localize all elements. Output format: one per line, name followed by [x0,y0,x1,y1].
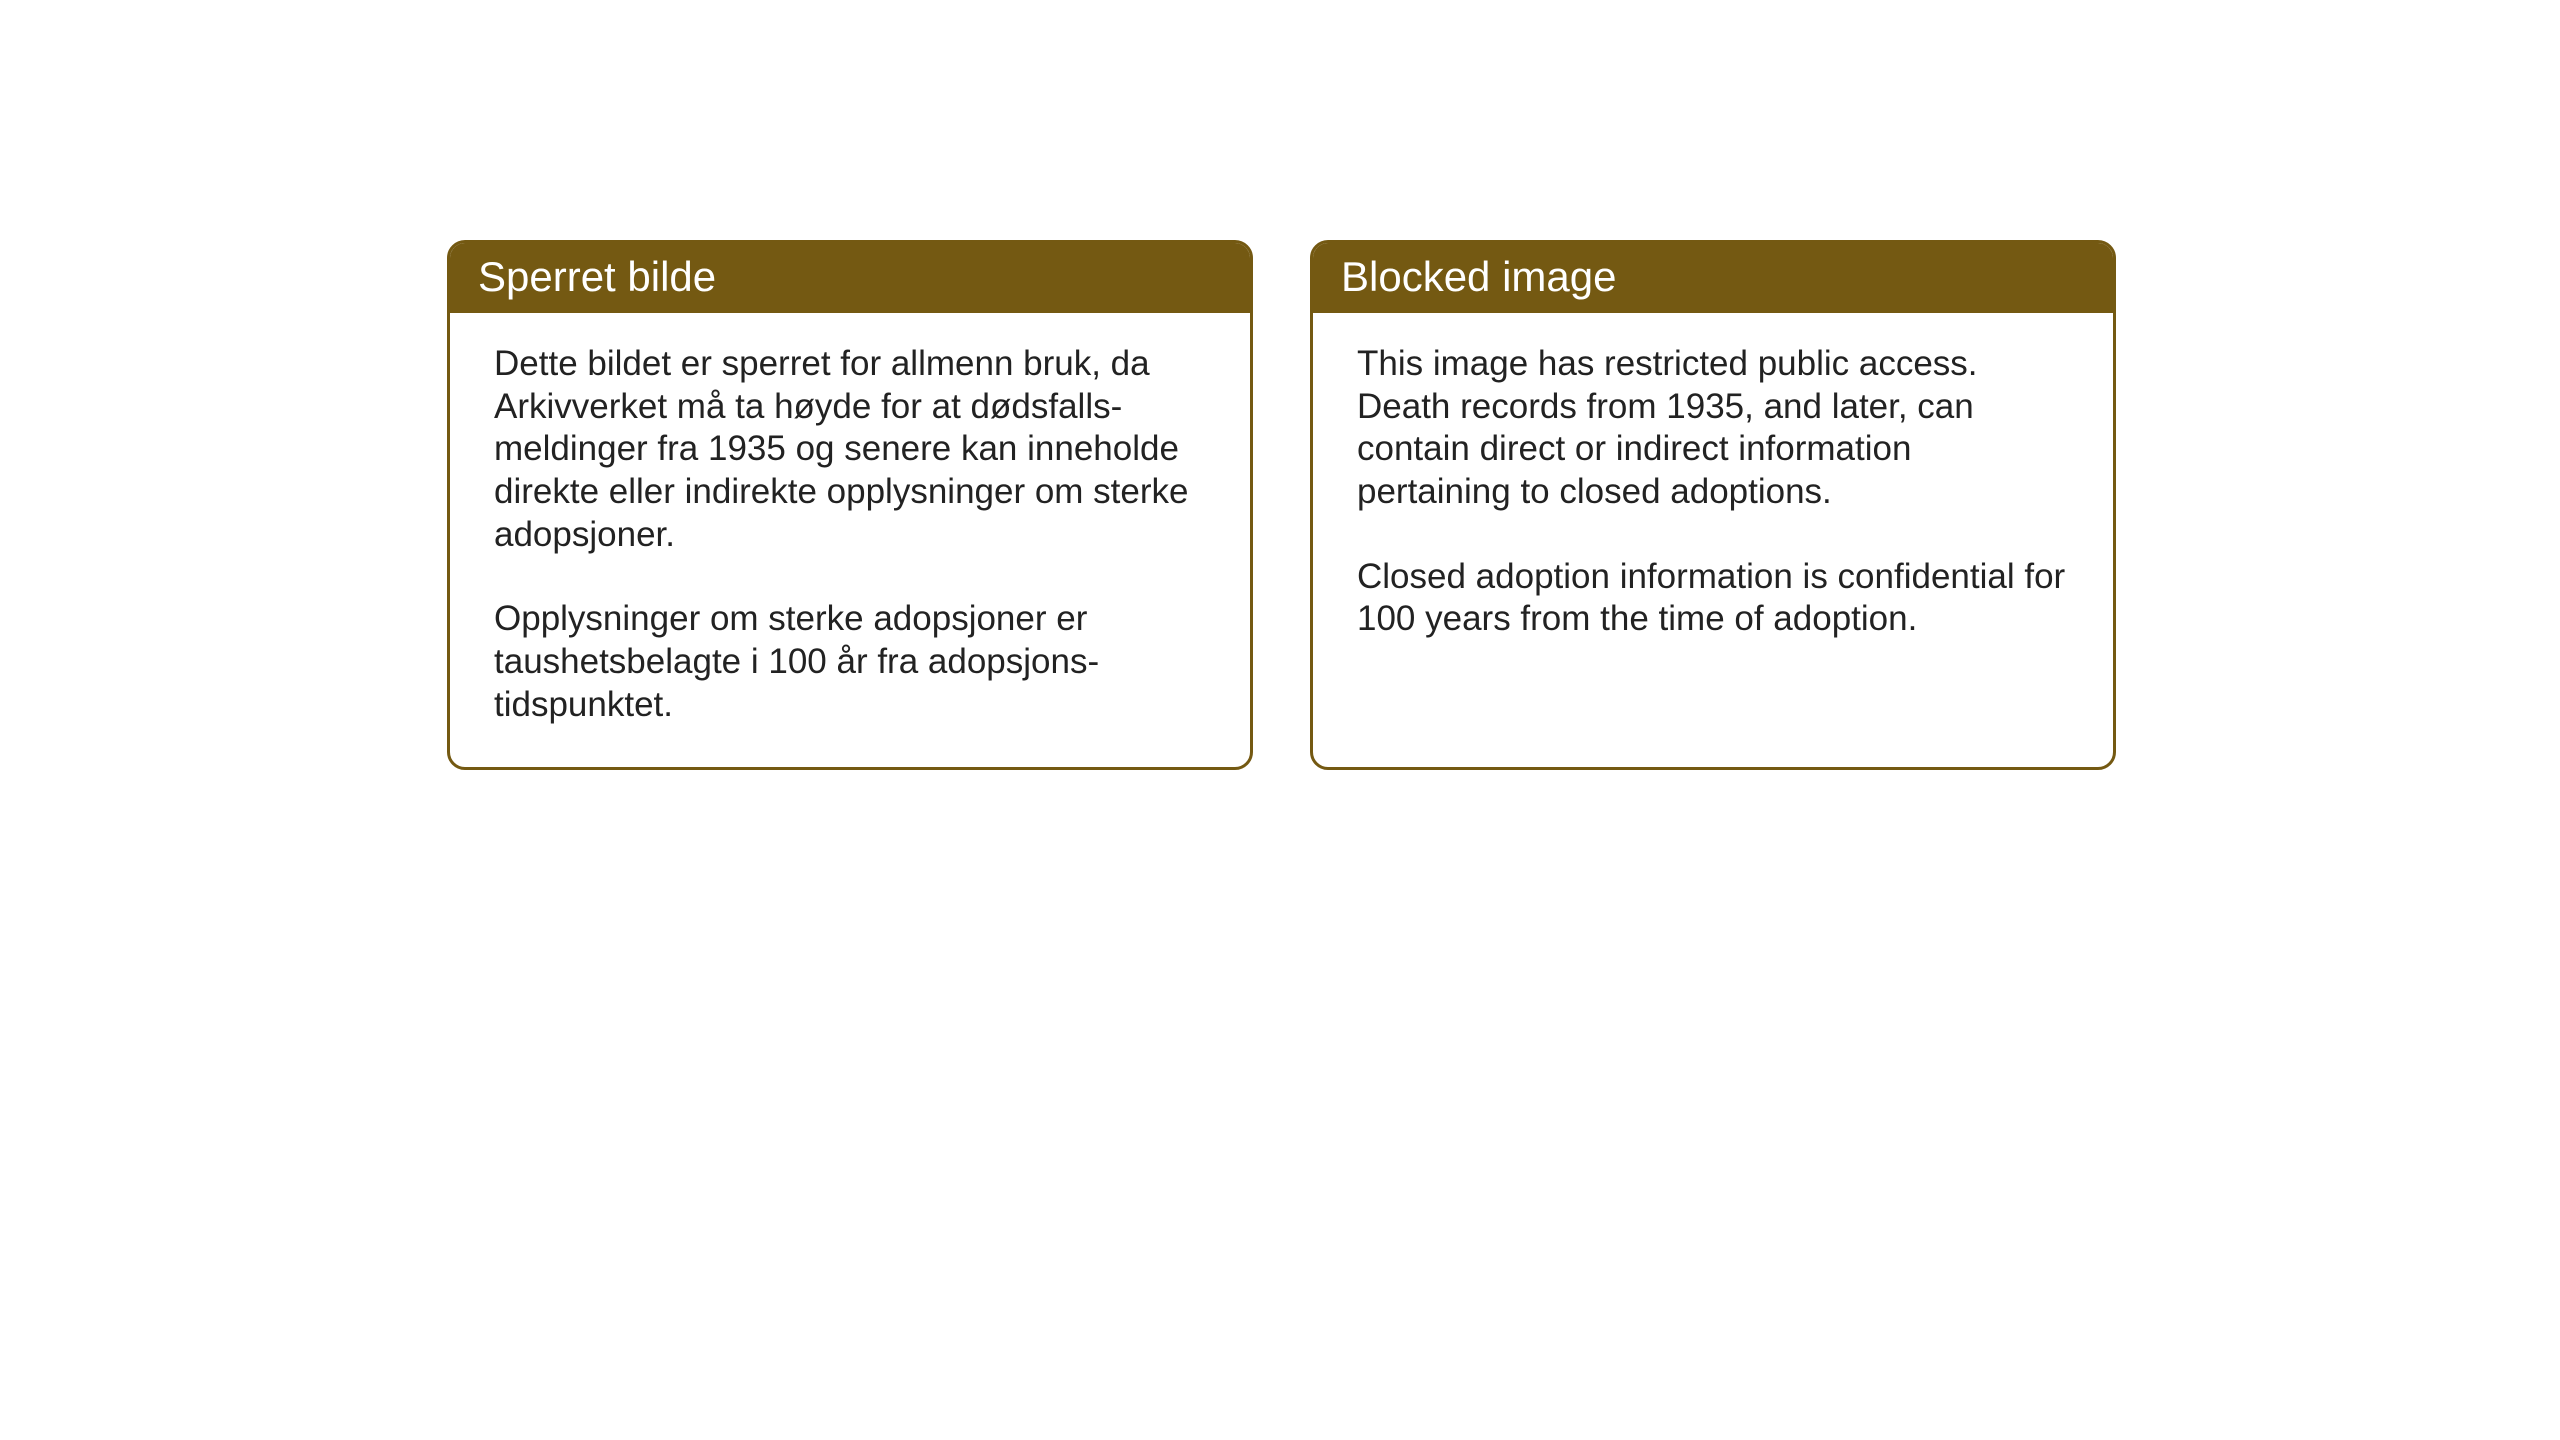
card-paragraph: Dette bildet er sperret for allmenn bruk… [494,343,1206,556]
card-paragraph: Closed adoption information is confident… [1357,556,2069,641]
card-paragraph: Opplysninger om sterke adopsjoner er tau… [494,598,1206,726]
card-title: Sperret bilde [478,253,716,300]
card-title: Blocked image [1341,253,1616,300]
notice-card-norwegian: Sperret bilde Dette bildet er sperret fo… [447,240,1253,770]
card-body: Dette bildet er sperret for allmenn bruk… [450,313,1250,767]
card-header: Sperret bilde [450,243,1250,313]
notice-card-english: Blocked image This image has restricted … [1310,240,2116,770]
card-paragraph: This image has restricted public access.… [1357,343,2069,514]
card-header: Blocked image [1313,243,2113,313]
notice-container: Sperret bilde Dette bildet er sperret fo… [447,240,2116,770]
card-body: This image has restricted public access.… [1313,313,2113,681]
